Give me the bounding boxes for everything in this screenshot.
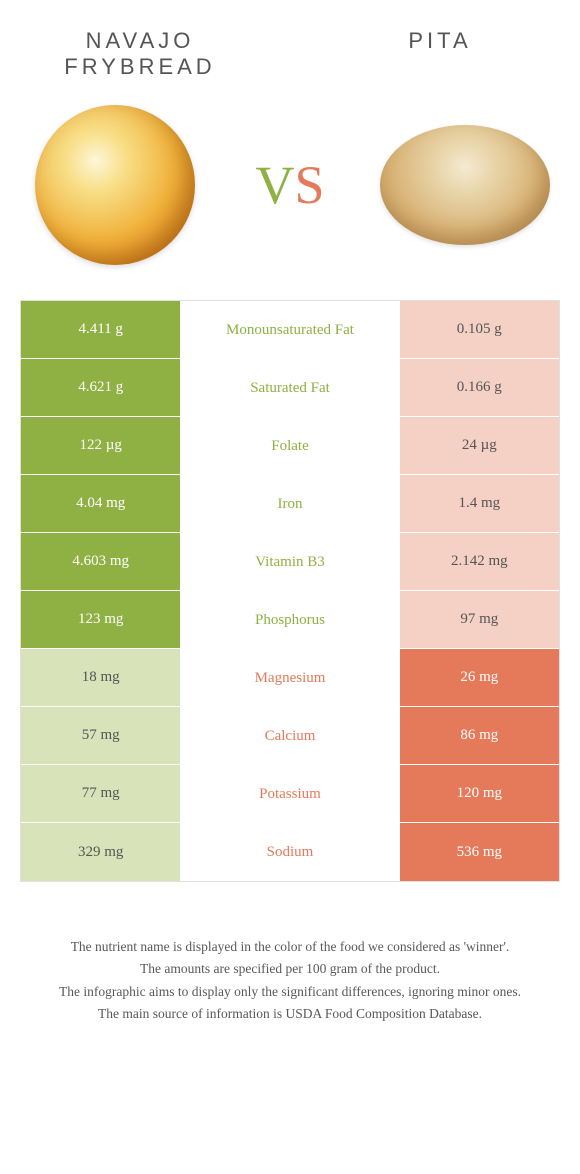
table-row: 57 mgCalcium86 mg bbox=[21, 707, 559, 765]
right-value: 120 mg bbox=[400, 765, 559, 822]
right-value: 536 mg bbox=[400, 823, 559, 881]
left-value: 57 mg bbox=[21, 707, 180, 764]
nutrient-label: Monounsaturated Fat bbox=[180, 301, 399, 358]
header: NAVAJO FRYBREAD PITA bbox=[0, 0, 580, 90]
right-value: 0.105 g bbox=[400, 301, 559, 358]
left-value: 4.621 g bbox=[21, 359, 180, 416]
image-row: V S bbox=[0, 90, 580, 300]
table-row: 4.603 mgVitamin B32.142 mg bbox=[21, 533, 559, 591]
table-row: 4.411 gMonounsaturated Fat0.105 g bbox=[21, 301, 559, 359]
pita-icon bbox=[380, 125, 550, 245]
nutrient-label: Iron bbox=[180, 475, 399, 532]
table-row: 77 mgPotassium120 mg bbox=[21, 765, 559, 823]
nutrient-label: Phosphorus bbox=[180, 591, 399, 648]
nutrient-label: Folate bbox=[180, 417, 399, 474]
right-value: 2.142 mg bbox=[400, 533, 559, 590]
footer-line: The main source of information is USDA F… bbox=[45, 1004, 535, 1024]
nutrient-table: 4.411 gMonounsaturated Fat0.105 g4.621 g… bbox=[20, 300, 560, 882]
table-row: 4.621 gSaturated Fat0.166 g bbox=[21, 359, 559, 417]
left-value: 123 mg bbox=[21, 591, 180, 648]
right-value: 26 mg bbox=[400, 649, 559, 706]
footer-notes: The nutrient name is displayed in the co… bbox=[0, 882, 580, 1046]
left-value: 77 mg bbox=[21, 765, 180, 822]
nutrient-label: Sodium bbox=[180, 823, 399, 881]
right-food-image bbox=[380, 100, 550, 270]
right-value: 86 mg bbox=[400, 707, 559, 764]
footer-line: The amounts are specified per 100 gram o… bbox=[45, 959, 535, 979]
nutrient-label: Magnesium bbox=[180, 649, 399, 706]
left-value: 4.411 g bbox=[21, 301, 180, 358]
left-value: 4.603 mg bbox=[21, 533, 180, 590]
vs-s: S bbox=[294, 154, 324, 216]
left-value: 329 mg bbox=[21, 823, 180, 881]
table-row: 123 mgPhosphorus97 mg bbox=[21, 591, 559, 649]
table-row: 4.04 mgIron1.4 mg bbox=[21, 475, 559, 533]
right-value: 0.166 g bbox=[400, 359, 559, 416]
table-row: 122 µgFolate24 µg bbox=[21, 417, 559, 475]
right-value: 1.4 mg bbox=[400, 475, 559, 532]
table-row: 329 mgSodium536 mg bbox=[21, 823, 559, 881]
nutrient-label: Saturated Fat bbox=[180, 359, 399, 416]
nutrient-label: Potassium bbox=[180, 765, 399, 822]
vs-label: V S bbox=[255, 154, 324, 216]
nutrient-label: Vitamin B3 bbox=[180, 533, 399, 590]
left-food-image bbox=[30, 100, 200, 270]
right-value: 24 µg bbox=[400, 417, 559, 474]
table-row: 18 mgMagnesium26 mg bbox=[21, 649, 559, 707]
frybread-icon bbox=[35, 105, 195, 265]
left-value: 4.04 mg bbox=[21, 475, 180, 532]
footer-line: The nutrient name is displayed in the co… bbox=[45, 937, 535, 957]
nutrient-label: Calcium bbox=[180, 707, 399, 764]
vs-v: V bbox=[255, 154, 294, 216]
left-value: 18 mg bbox=[21, 649, 180, 706]
right-value: 97 mg bbox=[400, 591, 559, 648]
right-food-title: PITA bbox=[340, 28, 540, 54]
left-food-title: NAVAJO FRYBREAD bbox=[40, 28, 240, 80]
footer-line: The infographic aims to display only the… bbox=[45, 982, 535, 1002]
left-value: 122 µg bbox=[21, 417, 180, 474]
